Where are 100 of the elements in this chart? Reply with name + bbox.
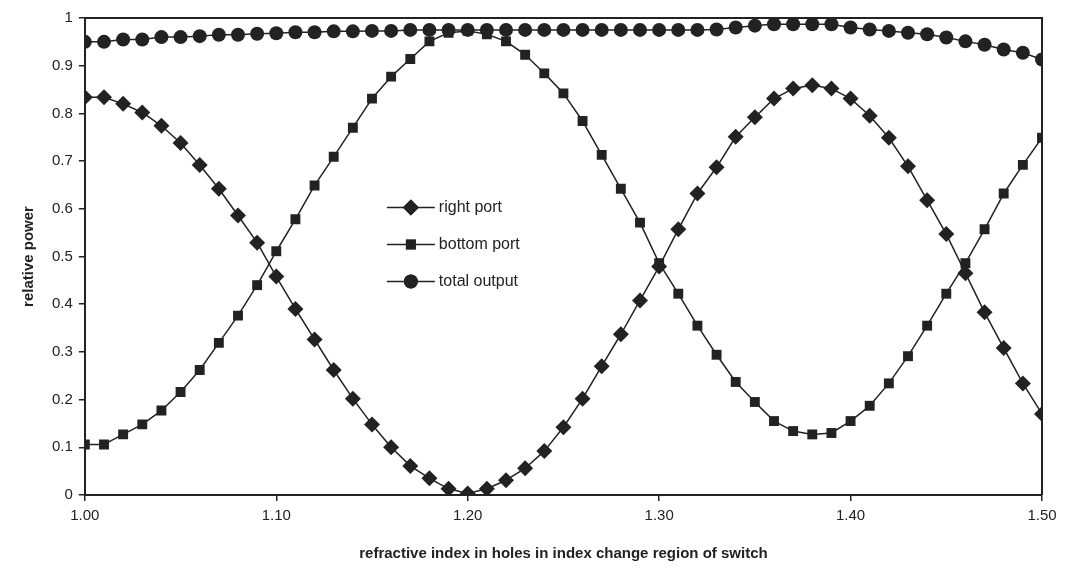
point bbox=[823, 80, 840, 97]
point bbox=[594, 22, 609, 37]
point bbox=[115, 95, 132, 112]
point bbox=[210, 180, 227, 197]
point bbox=[747, 18, 762, 33]
point bbox=[249, 234, 266, 251]
point bbox=[749, 397, 760, 407]
point bbox=[903, 351, 913, 362]
point bbox=[233, 310, 243, 321]
point bbox=[403, 22, 418, 37]
point bbox=[670, 221, 687, 238]
point bbox=[367, 93, 377, 104]
point bbox=[498, 472, 514, 489]
point bbox=[861, 107, 878, 124]
point bbox=[517, 460, 534, 477]
point bbox=[900, 158, 916, 175]
point bbox=[826, 428, 837, 438]
y-tick-label: 0.2 bbox=[51, 389, 73, 407]
point bbox=[711, 349, 722, 360]
y-tick-label: 0.6 bbox=[51, 198, 73, 216]
point bbox=[883, 378, 894, 389]
point bbox=[615, 183, 626, 194]
point bbox=[651, 258, 668, 275]
point bbox=[213, 337, 224, 348]
point bbox=[727, 128, 744, 145]
point bbox=[805, 18, 820, 32]
point bbox=[577, 116, 588, 126]
point bbox=[347, 122, 358, 133]
point bbox=[786, 18, 801, 32]
point bbox=[307, 25, 322, 40]
point bbox=[596, 149, 607, 160]
legend-label: bottom port bbox=[438, 234, 521, 252]
point bbox=[173, 30, 188, 45]
point bbox=[652, 22, 667, 37]
point bbox=[520, 49, 531, 60]
point bbox=[692, 320, 703, 331]
point bbox=[116, 32, 131, 47]
y-tick-label: 0.7 bbox=[51, 151, 73, 169]
point bbox=[194, 365, 205, 375]
point bbox=[384, 23, 399, 38]
point bbox=[478, 480, 495, 495]
point bbox=[137, 419, 148, 430]
point bbox=[326, 24, 341, 39]
point bbox=[156, 405, 167, 416]
point bbox=[939, 30, 954, 45]
point bbox=[135, 32, 150, 47]
y-tick-label: 0.5 bbox=[51, 246, 73, 264]
point bbox=[901, 25, 915, 40]
point bbox=[979, 224, 990, 235]
point bbox=[556, 22, 571, 37]
point bbox=[977, 37, 992, 52]
point bbox=[766, 90, 782, 107]
point bbox=[690, 22, 705, 37]
point bbox=[96, 89, 112, 106]
point bbox=[422, 22, 437, 37]
point bbox=[996, 42, 1011, 57]
point bbox=[788, 426, 799, 437]
point bbox=[708, 159, 725, 176]
point bbox=[689, 185, 706, 202]
y-tick-label: 0.9 bbox=[51, 55, 73, 73]
x-tick-label: 1.20 bbox=[453, 506, 483, 524]
point bbox=[271, 246, 282, 257]
x-tick-label: 1.10 bbox=[261, 506, 291, 524]
point bbox=[804, 77, 821, 94]
point bbox=[290, 214, 301, 225]
point bbox=[941, 288, 952, 299]
point bbox=[673, 288, 684, 299]
point bbox=[405, 54, 416, 64]
point bbox=[424, 36, 435, 47]
point bbox=[383, 439, 400, 456]
point bbox=[709, 22, 724, 37]
point bbox=[269, 26, 284, 41]
point bbox=[306, 331, 323, 348]
point bbox=[880, 129, 897, 146]
point bbox=[574, 390, 591, 407]
point bbox=[230, 207, 246, 224]
point bbox=[555, 419, 572, 436]
y-tick-label: 0.1 bbox=[51, 437, 73, 455]
point bbox=[843, 20, 858, 35]
point bbox=[632, 292, 648, 309]
point bbox=[746, 109, 763, 126]
point bbox=[958, 34, 973, 49]
point bbox=[842, 90, 859, 107]
point bbox=[309, 180, 320, 191]
point bbox=[635, 217, 645, 228]
point bbox=[1015, 45, 1030, 60]
point bbox=[785, 80, 802, 97]
point bbox=[250, 26, 265, 41]
x-axis-title: refractive index in holes in index change region of switch bbox=[359, 544, 768, 562]
point bbox=[175, 387, 186, 397]
point bbox=[364, 416, 380, 433]
point bbox=[881, 23, 896, 38]
point bbox=[920, 27, 935, 42]
point bbox=[421, 470, 438, 487]
legend-label: total output bbox=[438, 271, 519, 289]
point bbox=[288, 25, 303, 40]
point bbox=[767, 18, 781, 32]
point bbox=[862, 22, 877, 37]
point bbox=[252, 280, 263, 291]
point bbox=[558, 88, 569, 99]
